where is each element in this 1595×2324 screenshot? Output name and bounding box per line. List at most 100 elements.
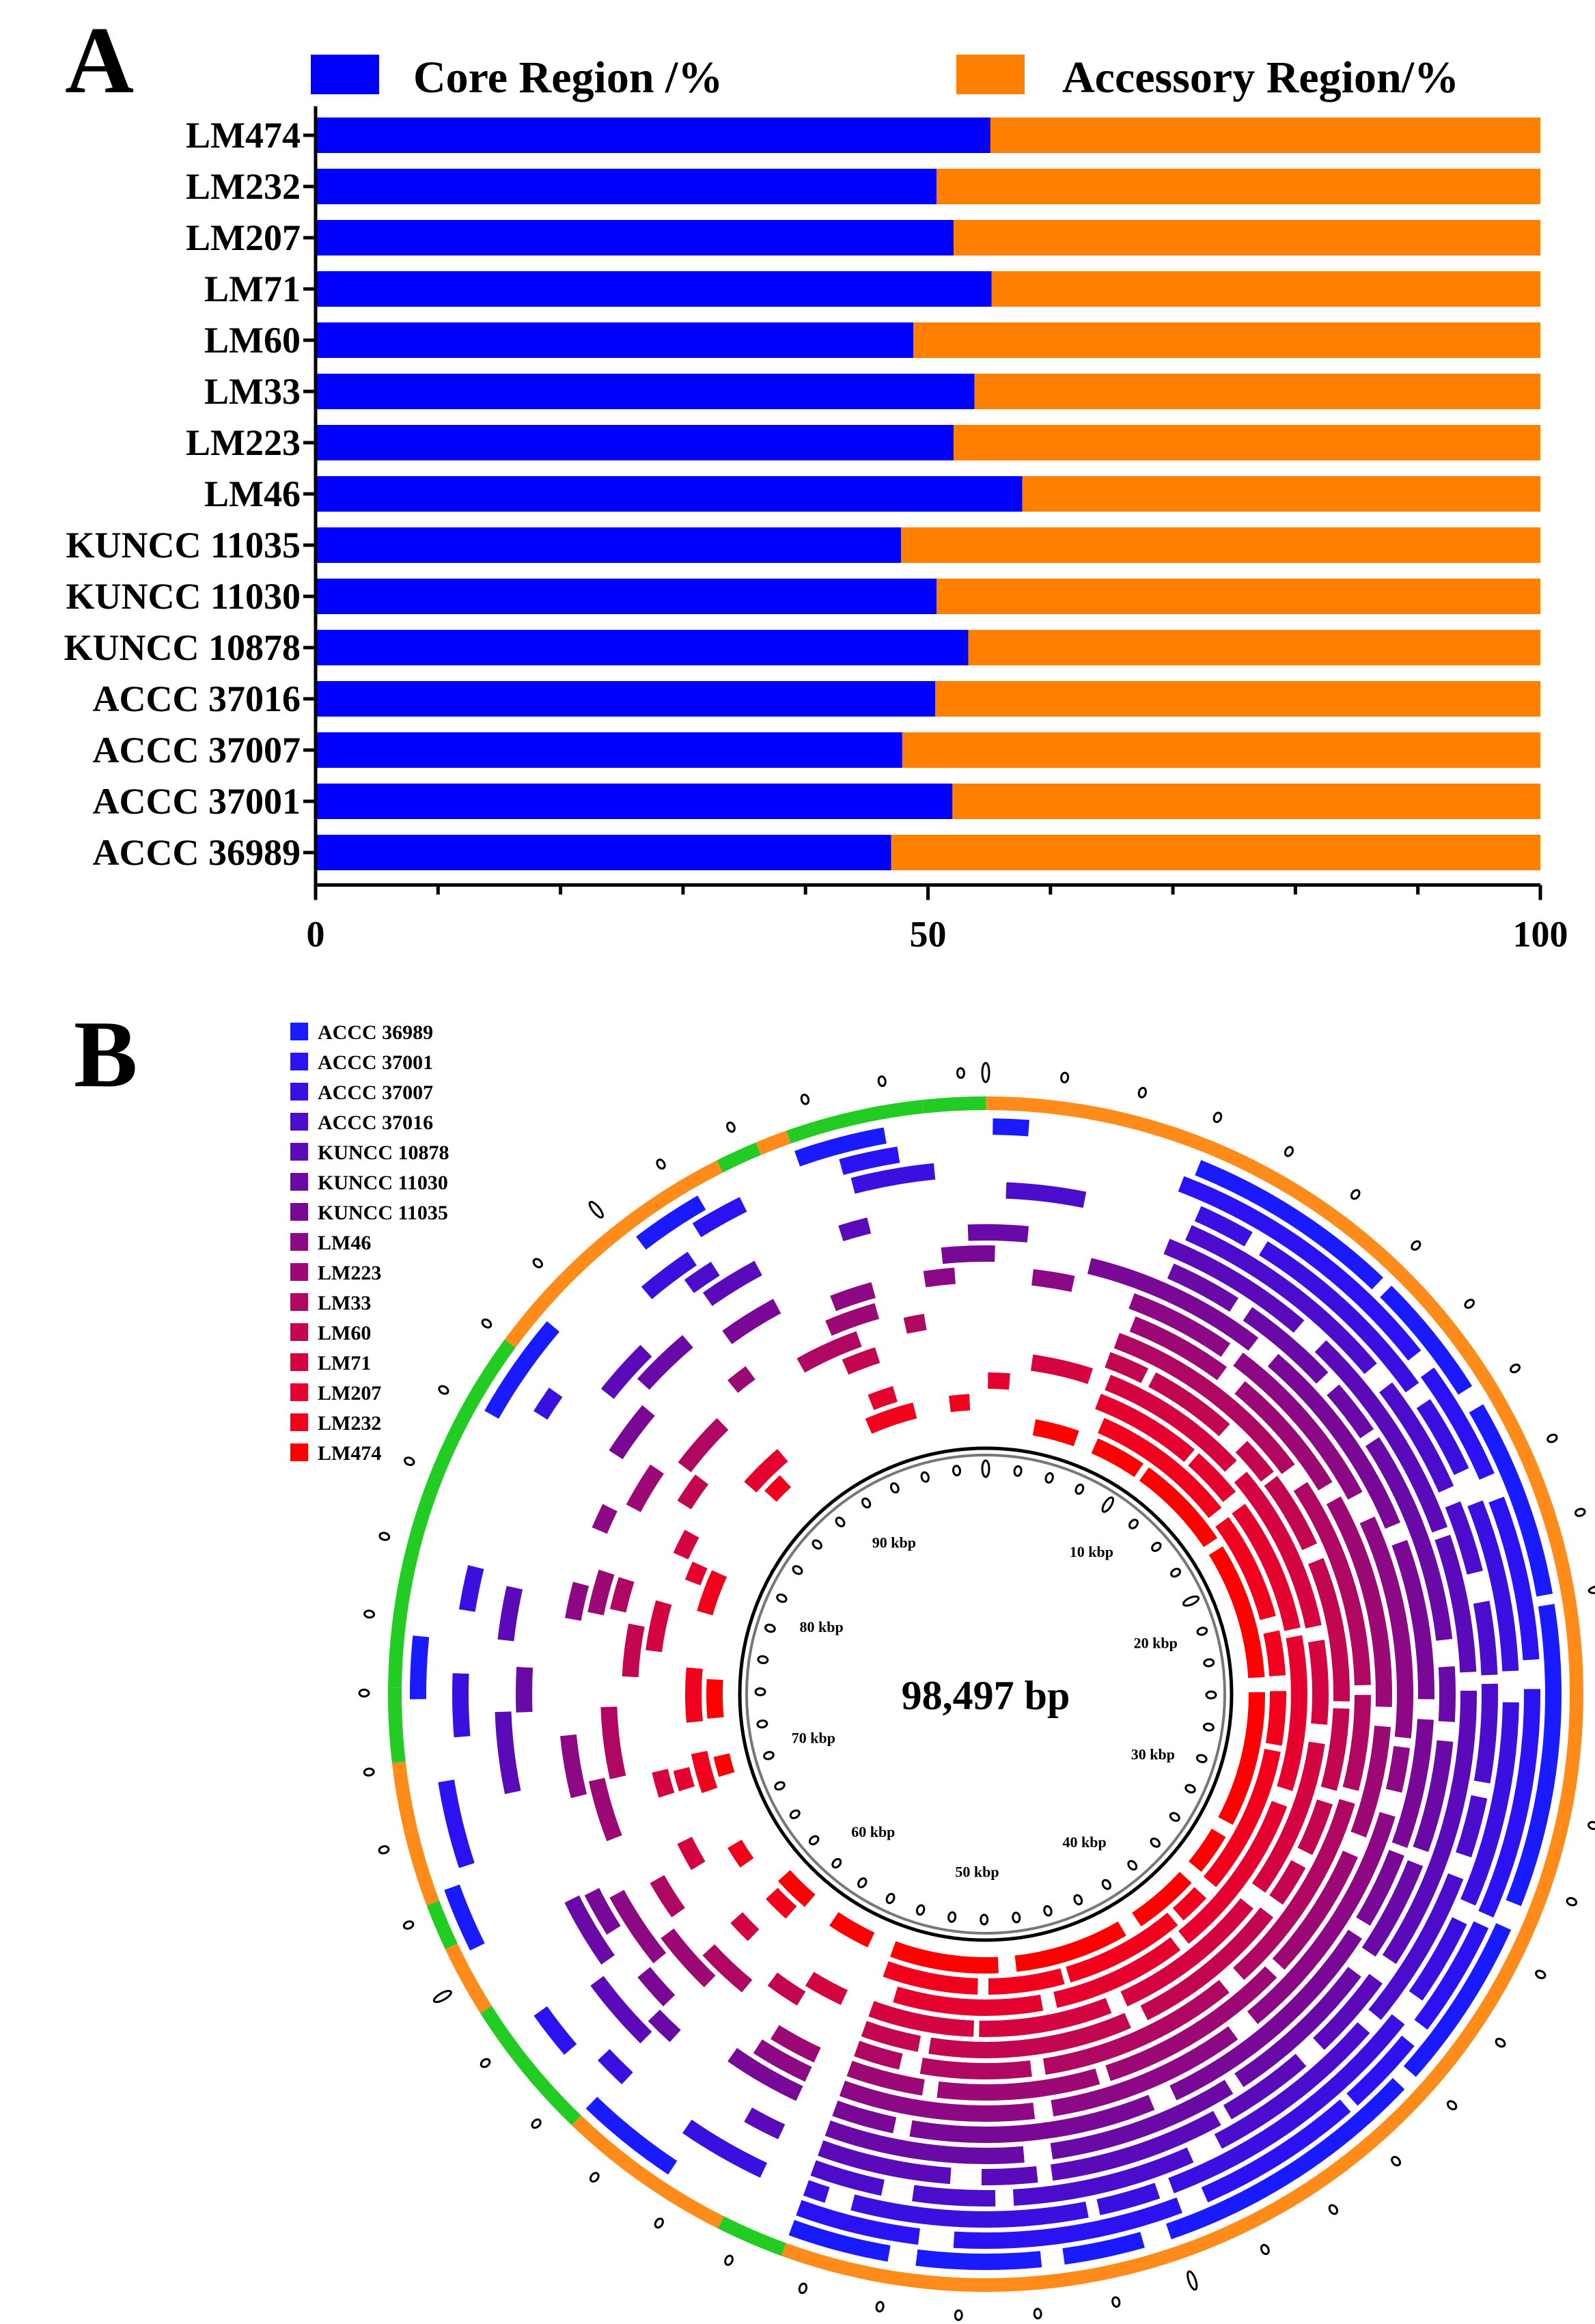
alignment-block — [981, 2166, 1038, 2185]
legend-swatch — [290, 1203, 308, 1221]
category-label: KUNCC 10878 — [64, 627, 301, 668]
outer-ring-segment — [571, 2115, 634, 2172]
category-label: LM71 — [204, 268, 301, 309]
outer-gene-marker — [1446, 2100, 1458, 2111]
alignment-block — [1506, 1603, 1562, 1907]
gene-marker — [1128, 1519, 1139, 1530]
bar-accessory-lm46 — [1022, 476, 1540, 512]
alignment-block — [702, 1260, 762, 1306]
alignment-block — [993, 1118, 1029, 1137]
alignment-block — [702, 1944, 753, 1993]
alignment-block — [600, 1344, 652, 1399]
alignment-block — [1416, 1399, 1469, 1476]
alignment-block — [1201, 2099, 1351, 2202]
category-label: LM207 — [186, 217, 301, 258]
gene-marker — [885, 1892, 896, 1905]
alignment-block — [1062, 2232, 1145, 2265]
bar-core-lm60 — [316, 322, 913, 358]
alignment-block — [497, 1586, 523, 1642]
outer-gene-marker — [1391, 2155, 1402, 2167]
alignment-block — [825, 1303, 880, 1336]
alignment-block — [788, 2219, 891, 2262]
legend-label: ACCC 37001 — [318, 1051, 433, 1074]
panel-a: A Core Region /% Accessory Region/% LM47… — [64, 8, 1568, 955]
bar-accessory-accc-37001 — [952, 784, 1540, 819]
alignment-block — [854, 2041, 903, 2070]
alignment-block — [1251, 1741, 1325, 1893]
legend-label-core: Core Region /% — [413, 53, 723, 102]
alignment-block — [1031, 1269, 1075, 1292]
alignment-block — [1233, 1799, 1355, 1980]
outer-ring-segment — [426, 1900, 458, 1950]
category-label: LM46 — [204, 473, 301, 514]
alignment-block — [953, 2197, 1182, 2249]
alignment-block — [458, 1565, 484, 1612]
bar-core-lm207 — [316, 220, 954, 255]
kbp-label: 70 kbp — [792, 1730, 835, 1747]
legend-swatch — [290, 1083, 308, 1101]
alignment-block — [641, 1251, 697, 1299]
alignment-block — [912, 2185, 996, 2207]
outer-ring-segment — [391, 1761, 417, 1832]
bar-core-lm33 — [316, 374, 975, 409]
alignment-block — [533, 1387, 563, 1420]
alignment-block — [777, 1870, 816, 1907]
outer-ring-segment — [401, 1473, 443, 1572]
alignment-block — [805, 1972, 848, 2005]
gene-marker — [757, 1655, 769, 1665]
alignment-block — [915, 2249, 1042, 2270]
alignment-block — [727, 2047, 803, 2101]
alignment-block — [1053, 1937, 1181, 2008]
alignment-block — [452, 1673, 471, 1738]
bar-accessory-lm232 — [937, 169, 1540, 204]
alignment-block — [484, 1321, 559, 1419]
alignment-block — [988, 1968, 1065, 1995]
alignment-block — [832, 2100, 897, 2133]
alignment-block — [1403, 1923, 1512, 2077]
alignment-block — [592, 1504, 618, 1534]
alignment-block — [937, 2068, 1100, 2101]
legend-swatch — [290, 1353, 308, 1371]
alignment-block — [1235, 1441, 1274, 1482]
gene-marker — [947, 1911, 957, 1923]
alignment-block — [1148, 1372, 1230, 1437]
outer-gene-marker — [726, 1121, 736, 1133]
bar-accessory-lm33 — [974, 374, 1540, 409]
alignment-block — [565, 1581, 590, 1621]
outer-ring-segment — [388, 1568, 415, 1688]
outer-gene-marker — [402, 1920, 415, 1930]
alignment-block — [1272, 1851, 1358, 1970]
circular-map-legend: ACCC 36989 ACCC 37001 ACCC 37007 ACCC 37016… — [290, 1021, 449, 1465]
alignment-block — [1365, 1437, 1453, 1641]
alignment-block — [1051, 2026, 1238, 2117]
legend-swatch — [290, 1293, 308, 1311]
alignment-block — [1043, 1980, 1230, 2075]
alignment-block — [744, 2107, 786, 2140]
alignment-block — [684, 1261, 720, 1293]
alignment-block — [564, 1895, 615, 1965]
alignment-block — [1297, 1799, 1333, 1855]
legend-swatch — [290, 1113, 308, 1131]
alignment-block — [1391, 1540, 1434, 1700]
alignment-block — [744, 1449, 788, 1493]
outer-gene-marker — [1060, 1071, 1070, 1083]
alignment-block — [697, 1570, 727, 1616]
alignment-block — [1105, 1352, 1149, 1383]
alignment-block — [1232, 1504, 1301, 1631]
bar-core-lm46 — [316, 476, 1023, 512]
legend-label: ACCC 37007 — [318, 1081, 433, 1104]
alignment-block — [609, 1890, 667, 1964]
alignment-block — [1277, 1635, 1307, 1791]
gene-marker — [915, 1904, 926, 1916]
alignment-block — [722, 1299, 781, 1344]
outer-gene-marker — [1187, 2270, 1198, 2291]
alignment-block — [850, 1163, 936, 1194]
legend-swatch — [290, 1443, 308, 1461]
legend-label: LM33 — [318, 1292, 371, 1314]
gene-marker — [857, 1877, 868, 1889]
alignment-block — [829, 1912, 875, 1948]
alignment-block — [637, 1335, 693, 1390]
alignment-block — [948, 1394, 971, 1413]
alignment-block — [1185, 1225, 1377, 1374]
alignment-block — [1434, 1534, 1477, 1673]
